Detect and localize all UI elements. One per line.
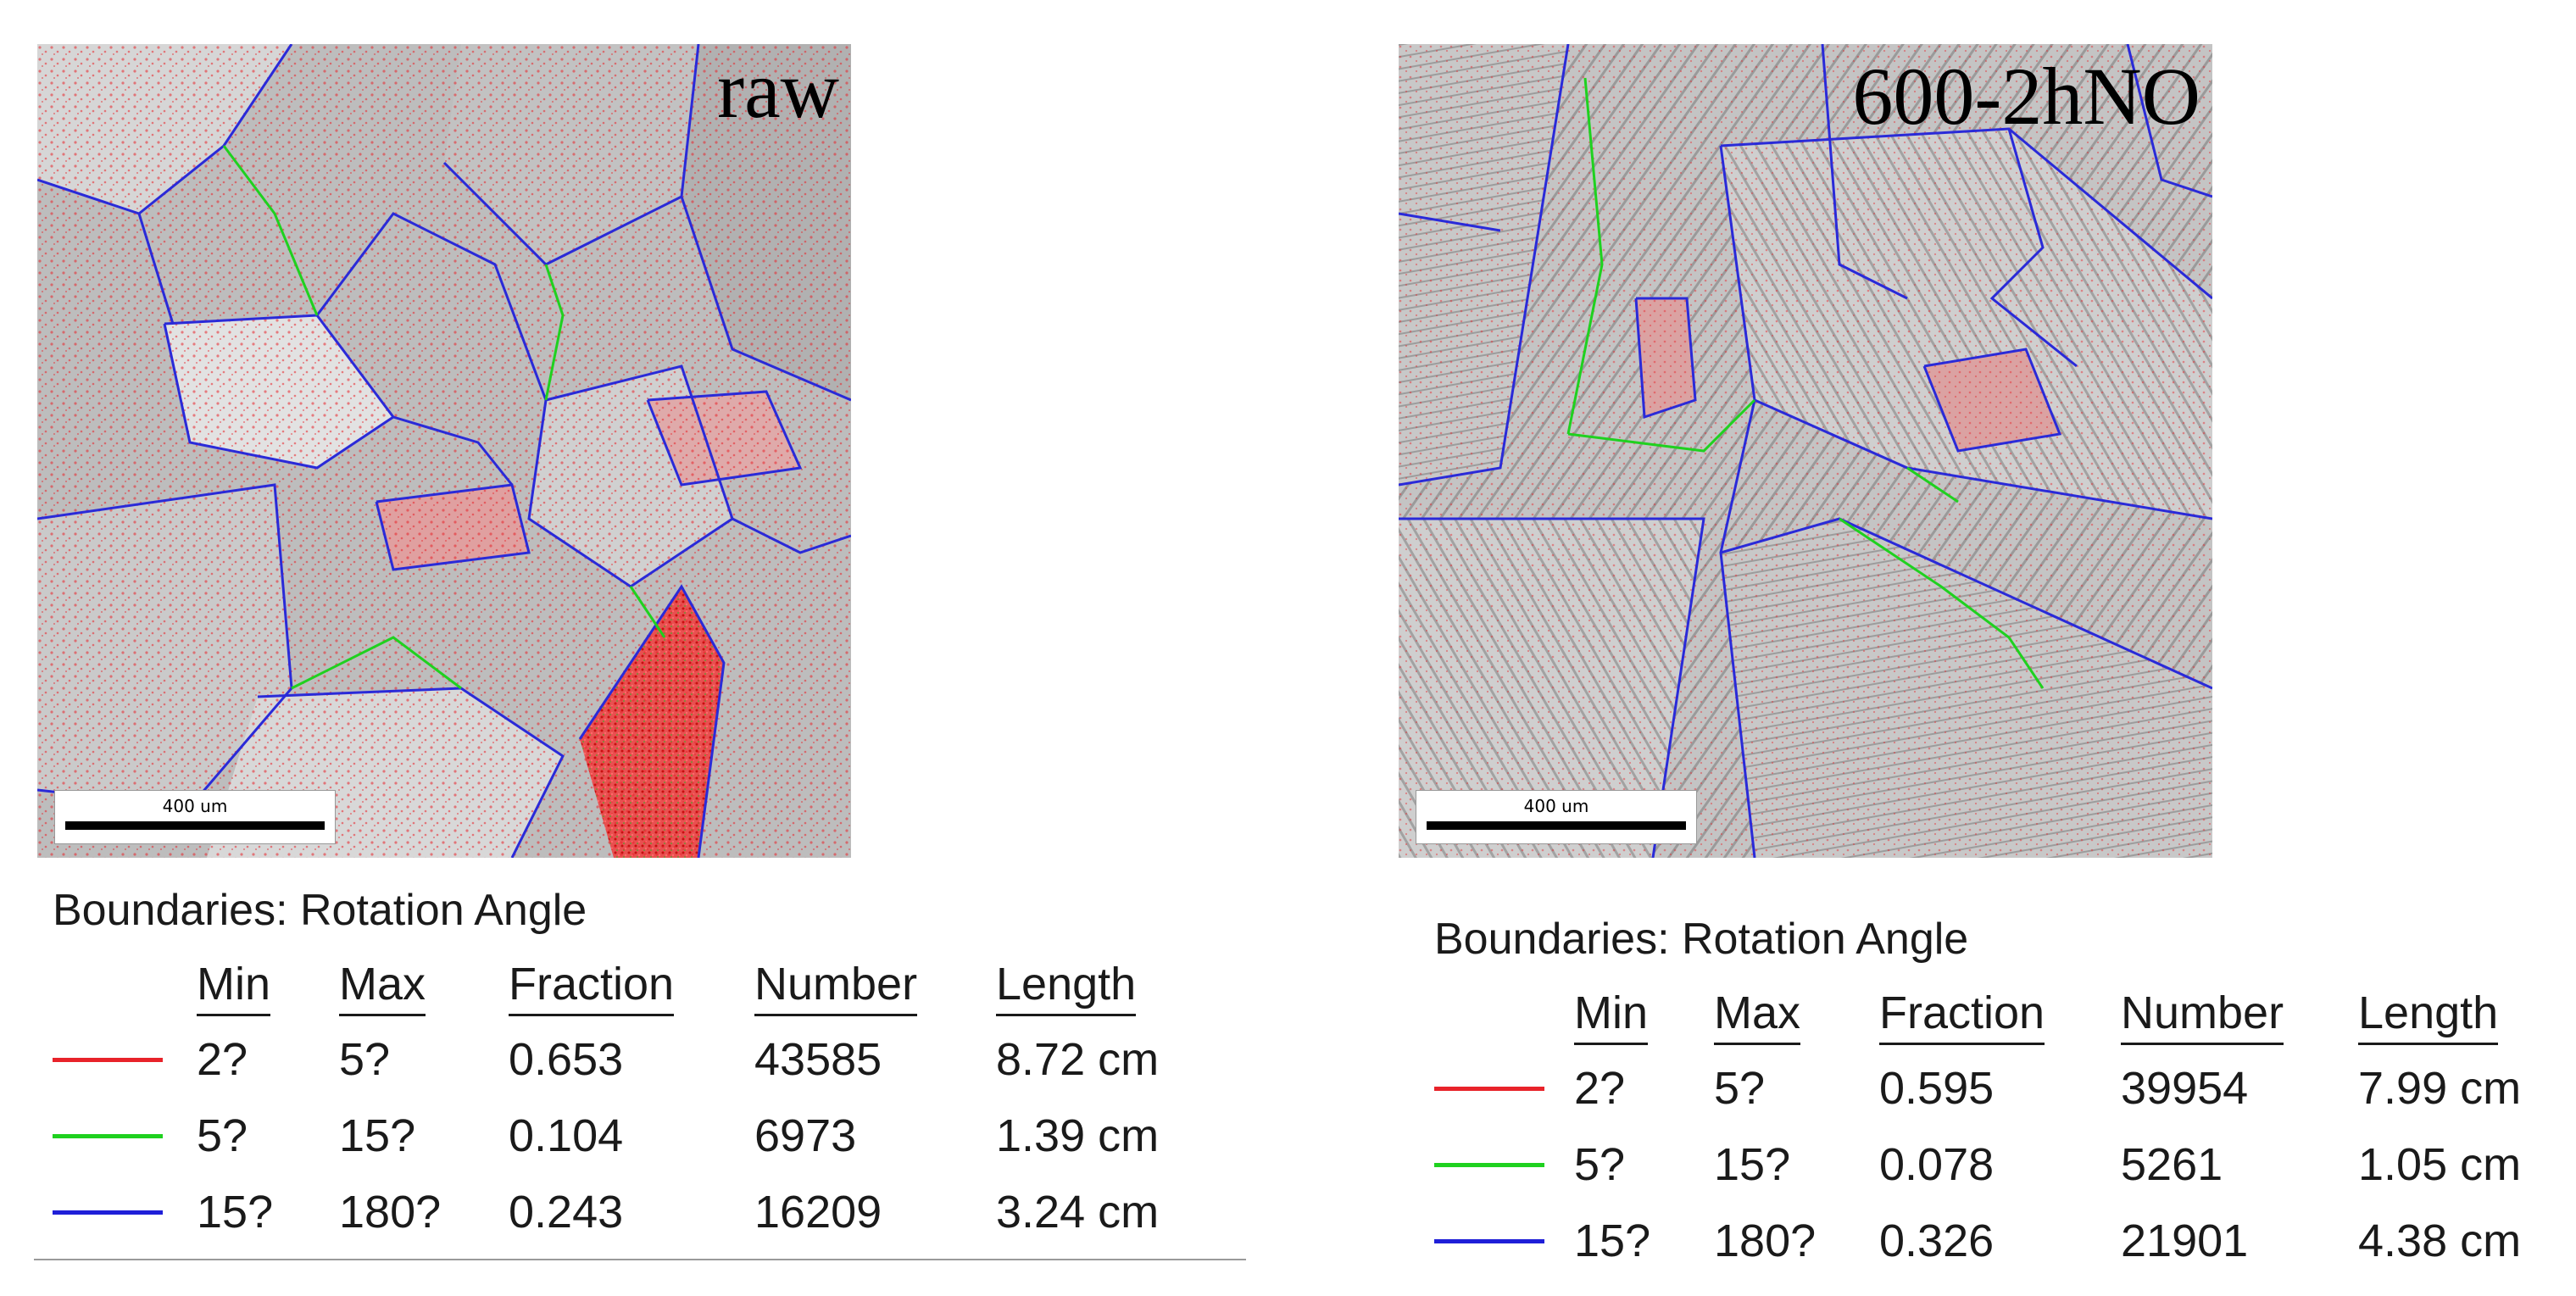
sample-label-raw: raw — [717, 44, 839, 135]
scale-bar: 400 um — [54, 790, 336, 844]
grain-boundary-image — [37, 44, 851, 858]
green-line-swatch — [53, 1133, 163, 1138]
col-number: Number — [754, 958, 996, 1021]
legend-title-600-2hNO: Boundaries: Rotation Angle — [1434, 915, 1969, 964]
ebsd-boundary-map-raw: raw 400 um — [37, 44, 851, 858]
col-min: Min — [197, 958, 339, 1021]
boundary-legend-table-600-2hNO: Min Max Fraction Number Length 2? 5? 0.5… — [1434, 987, 2521, 1279]
green-line-swatch — [1434, 1162, 1544, 1167]
panel-raw: raw 400 um Boundaries: Rotation Angle Mi… — [0, 0, 1271, 1296]
col-length: Length — [996, 958, 1159, 1021]
col-max: Max — [1714, 987, 1879, 1050]
red-line-swatch — [1434, 1086, 1544, 1091]
ebsd-boundary-map-600-2hNO: 600-2hNO 400 um — [1399, 44, 2212, 858]
blue-line-swatch — [1434, 1238, 1544, 1243]
col-number: Number — [2121, 987, 2358, 1050]
legend-row: 5? 15? 0.104 6973 1.39 cm — [53, 1098, 1159, 1174]
divider-line — [34, 1259, 1246, 1260]
legend-header-row: Min Max Fraction Number Length — [53, 958, 1159, 1021]
legend-row: 15? 180? 0.243 16209 3.24 cm — [53, 1174, 1159, 1250]
scale-bar-label: 400 um — [1523, 796, 1589, 816]
red-line-swatch — [53, 1057, 163, 1062]
blue-line-swatch — [53, 1210, 163, 1215]
scale-bar-label: 400 um — [162, 796, 228, 816]
legend-title-raw: Boundaries: Rotation Angle — [53, 886, 587, 935]
grain-boundary-image — [1399, 44, 2212, 858]
legend-row: 2? 5? 0.595 39954 7.99 cm — [1434, 1050, 2521, 1126]
col-fraction: Fraction — [1879, 987, 2121, 1050]
col-fraction: Fraction — [509, 958, 754, 1021]
scale-bar: 400 um — [1416, 790, 1697, 844]
legend-row: 2? 5? 0.653 43585 8.72 cm — [53, 1021, 1159, 1098]
scale-bar-line — [65, 821, 325, 830]
scale-bar-line — [1427, 821, 1686, 830]
legend-row: 5? 15? 0.078 5261 1.05 cm — [1434, 1126, 2521, 1203]
col-max: Max — [339, 958, 509, 1021]
legend-header-row: Min Max Fraction Number Length — [1434, 987, 2521, 1050]
panel-600-2hNO: 600-2hNO 400 um Boundaries: Rotation Ang… — [1271, 0, 2576, 1296]
legend-row: 15? 180? 0.326 21901 4.38 cm — [1434, 1203, 2521, 1279]
col-min: Min — [1574, 987, 1714, 1050]
col-length: Length — [2358, 987, 2521, 1050]
boundary-legend-table-raw: Min Max Fraction Number Length 2? 5? 0.6… — [53, 958, 1159, 1250]
sample-label-600-2hNO: 600-2hNO — [1852, 51, 2200, 142]
